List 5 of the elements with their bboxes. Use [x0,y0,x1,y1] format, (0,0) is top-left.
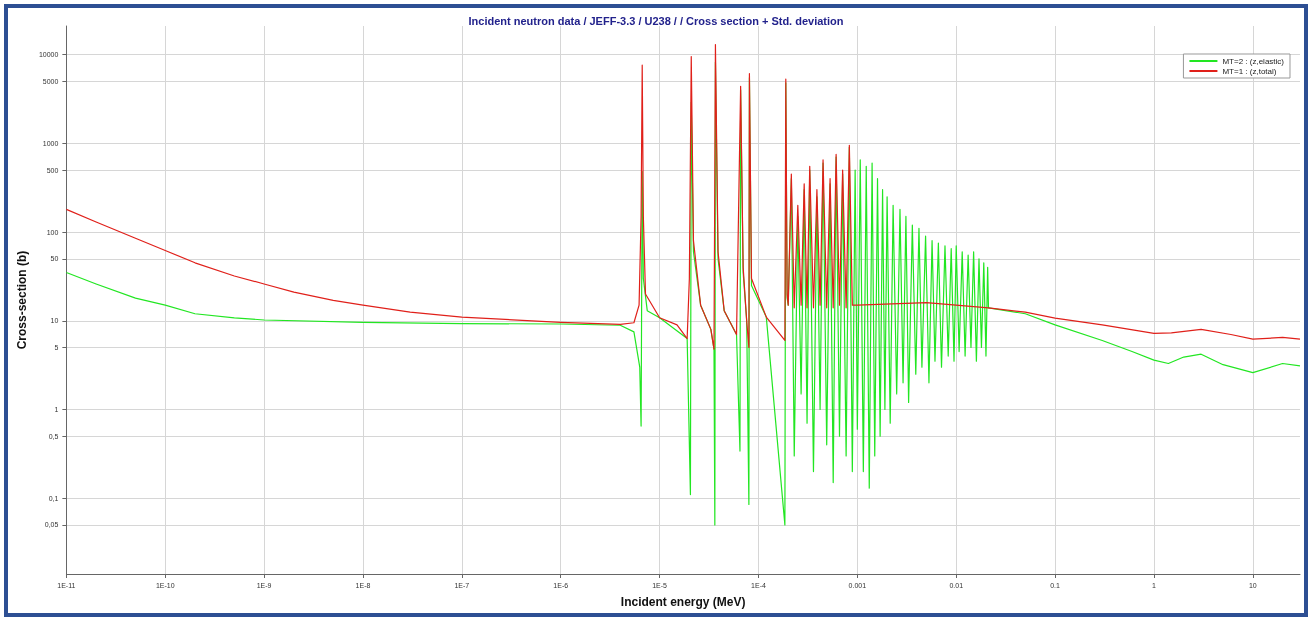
x-axis-title: Incident energy (MeV) [620,595,746,609]
chart-title: Incident neutron data / JEFF-3.3 / U238 / / Cross section + Std. deviation [468,14,844,27]
y-axis-title: Cross-section (b) [15,250,29,350]
legend-label: MT=1 : (z,total) [1222,66,1277,76]
legend-label: MT=2 : (z,elastic) [1222,56,1285,66]
